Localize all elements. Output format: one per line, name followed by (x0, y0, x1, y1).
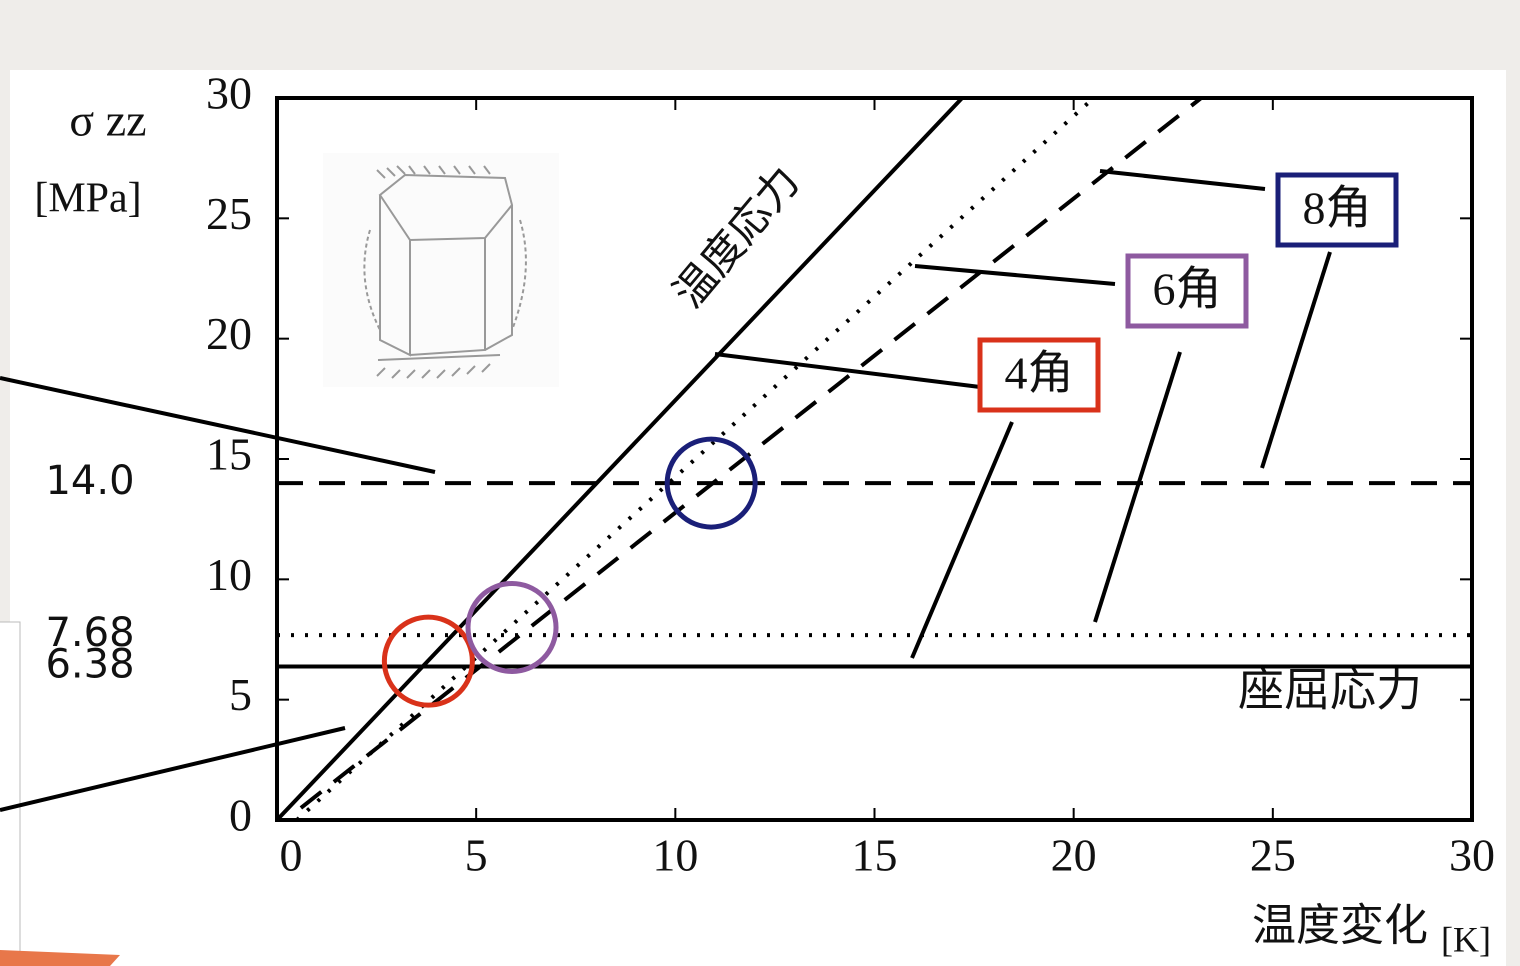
x-tick-label: 5 (465, 830, 488, 881)
chart: σ zz [MPa] 温度変化 [K] 温度応力 座屈応力 0510152025… (0, 0, 1520, 966)
x-tick-label: 20 (1051, 830, 1097, 881)
line-label: 座屈応力 (1238, 665, 1422, 716)
page: σ zz [MPa] 温度変化 [K] 温度応力 座屈応力 0510152025… (0, 0, 1520, 966)
x-tick-label: 10 (652, 830, 698, 881)
y-axis-unit: [MPa] (34, 176, 141, 222)
y-tick-label: 25 (206, 188, 252, 239)
y-tick-label: 0 (229, 790, 252, 841)
inset-sketch (323, 153, 559, 387)
y-tick-label: 5 (229, 669, 252, 720)
x-tick-label: 25 (1250, 830, 1296, 881)
x-tick-label: 15 (852, 830, 898, 881)
annotation-label: 4角 (1005, 348, 1074, 399)
threshold-label: 14.0 (45, 458, 134, 504)
x-axis-label: 温度変化 (1252, 901, 1428, 950)
y-tick-label: 30 (206, 68, 252, 119)
y-tick-label: 20 (206, 308, 252, 359)
annotation-label: 8角 (1303, 183, 1372, 234)
y-tick-label: 15 (206, 429, 252, 480)
y-axis-label: σ zz (69, 95, 146, 146)
annotation-label: 6角 (1153, 264, 1222, 315)
x-axis-unit: [K] (1441, 919, 1491, 959)
side-box (0, 622, 20, 966)
y-tick-label: 10 (206, 549, 252, 600)
x-tick-label: 0 (280, 830, 303, 881)
x-tick-label: 30 (1449, 830, 1495, 881)
threshold-label: 6.38 (45, 641, 134, 687)
